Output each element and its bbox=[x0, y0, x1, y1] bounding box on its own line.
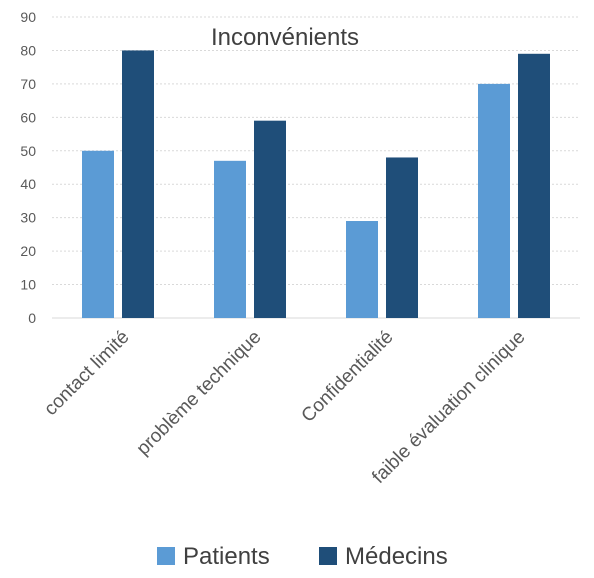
y-tick-label: 0 bbox=[28, 310, 36, 326]
y-tick-label: 60 bbox=[20, 109, 36, 125]
y-tick-label: 20 bbox=[20, 243, 36, 259]
y-tick-label: 30 bbox=[20, 210, 36, 226]
y-tick-label: 70 bbox=[20, 76, 36, 92]
y-tick-label: 80 bbox=[20, 42, 36, 58]
legend: Patients Médecins bbox=[157, 543, 448, 570]
bar-patients-2 bbox=[346, 221, 378, 318]
y-tick-label: 50 bbox=[20, 143, 36, 159]
y-tick-label: 40 bbox=[20, 176, 36, 192]
x-category-label: contact limité bbox=[40, 327, 133, 420]
legend-swatch bbox=[157, 547, 175, 565]
bar-m-decins-1 bbox=[254, 120, 286, 318]
legend-label: Médecins bbox=[345, 543, 448, 570]
y-tick-label: 90 bbox=[20, 9, 36, 25]
bars bbox=[82, 50, 550, 319]
chart-title: Inconvénients bbox=[211, 24, 359, 51]
bar-patients-0 bbox=[82, 150, 114, 318]
y-tick-label: 10 bbox=[20, 277, 36, 293]
bar-m-decins-3 bbox=[518, 53, 550, 319]
y-axis-ticks: 0 10 20 30 40 50 60 70 80 90 bbox=[20, 9, 36, 326]
legend-label: Patients bbox=[183, 543, 270, 570]
x-axis-labels: contact limité problème technique Confiden… bbox=[40, 327, 529, 488]
bar-m-decins-2 bbox=[386, 157, 418, 318]
bar-m-decins-0 bbox=[122, 50, 154, 318]
x-category-label: faible évaluation clinique bbox=[368, 327, 529, 488]
bar-patients-1 bbox=[214, 160, 246, 318]
x-category-label: problème technique bbox=[133, 327, 266, 460]
bar-patients-3 bbox=[478, 83, 510, 318]
legend-swatch bbox=[319, 547, 337, 565]
x-category-label: Confidentialité bbox=[298, 327, 398, 427]
